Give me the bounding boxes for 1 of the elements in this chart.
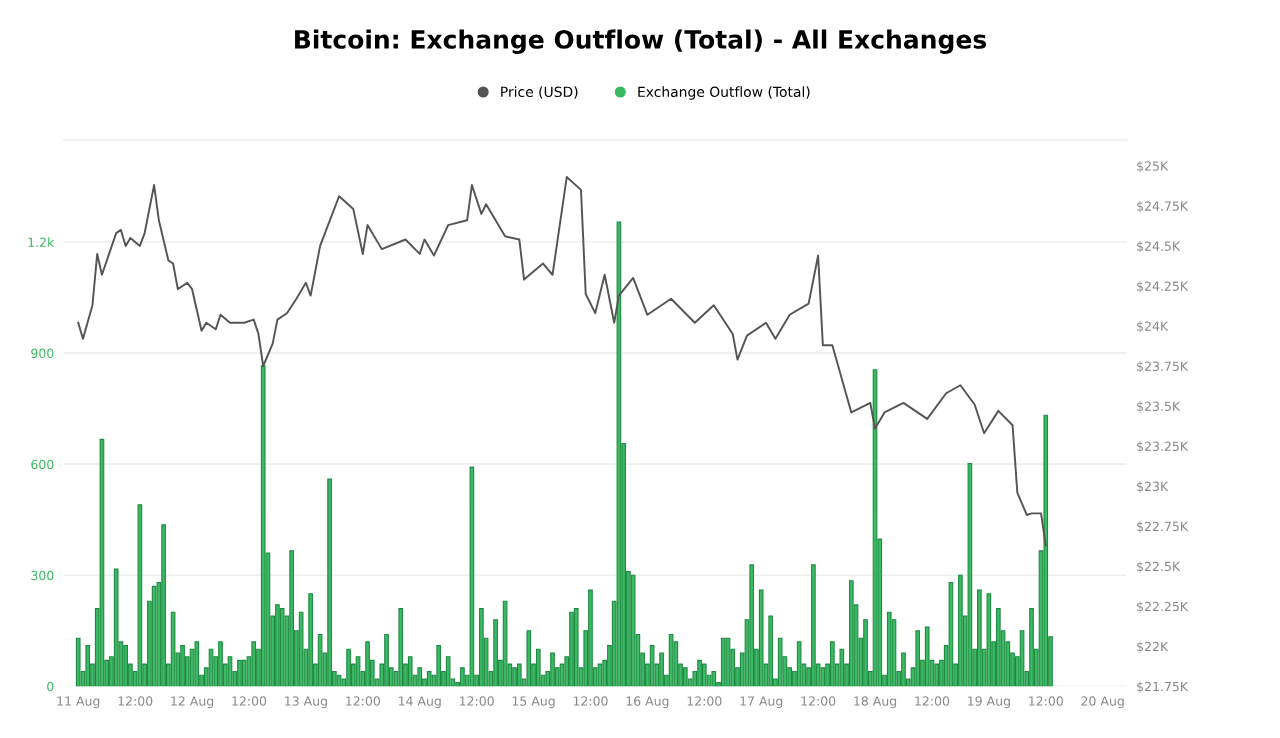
chart-title: Bitcoin: Exchange Outflow (Total) - All Exchanges — [295, 29, 987, 54]
